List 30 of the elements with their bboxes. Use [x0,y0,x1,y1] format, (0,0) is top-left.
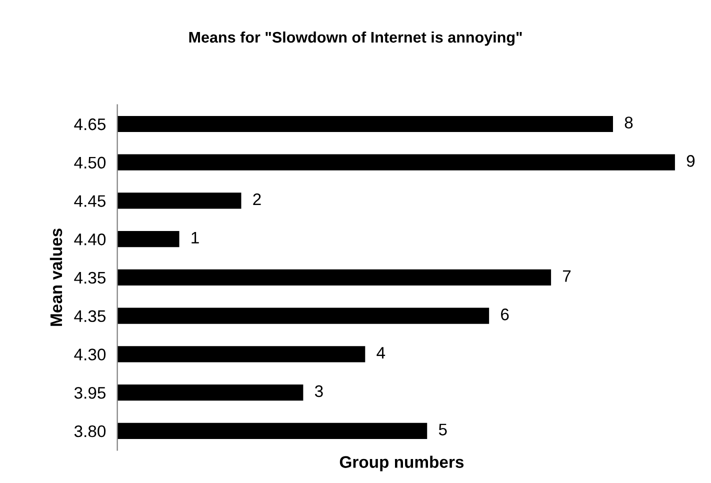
bar [117,154,675,170]
data-label: 4 [376,347,386,359]
y-tick-label: 3.80 [74,425,106,438]
y-tick-label: 3.95 [74,387,106,399]
data-label: 7 [563,270,571,282]
bar [117,422,428,440]
bar [117,384,304,401]
data-label: 8 [624,116,633,128]
x-axis-title: Group numbers [340,456,464,472]
data-label: 6 [501,308,509,320]
y-tick-label: 4.45 [74,195,106,207]
chart-title: Means for "Slowdown of Internet is annoying" [189,31,522,46]
bar [117,346,366,362]
y-axis-title: Mean values [50,228,62,326]
data-label: 5 [438,424,447,436]
y-tick-label: 4.40 [74,234,106,246]
y-tick-label: 4.50 [74,156,106,169]
bar [117,116,613,132]
y-tick-label: 4.30 [74,348,106,360]
bar [117,308,490,324]
data-label: 2 [253,193,261,206]
y-tick-label: 4.65 [74,118,106,130]
bar [117,231,180,248]
data-label: 1 [192,232,199,244]
bar [117,192,242,209]
y-tick-label: 4.35 [74,272,106,284]
y-tick-label: 4.35 [74,310,106,322]
data-label: 9 [686,155,695,167]
bar [117,269,552,286]
data-label: 3 [314,385,323,398]
